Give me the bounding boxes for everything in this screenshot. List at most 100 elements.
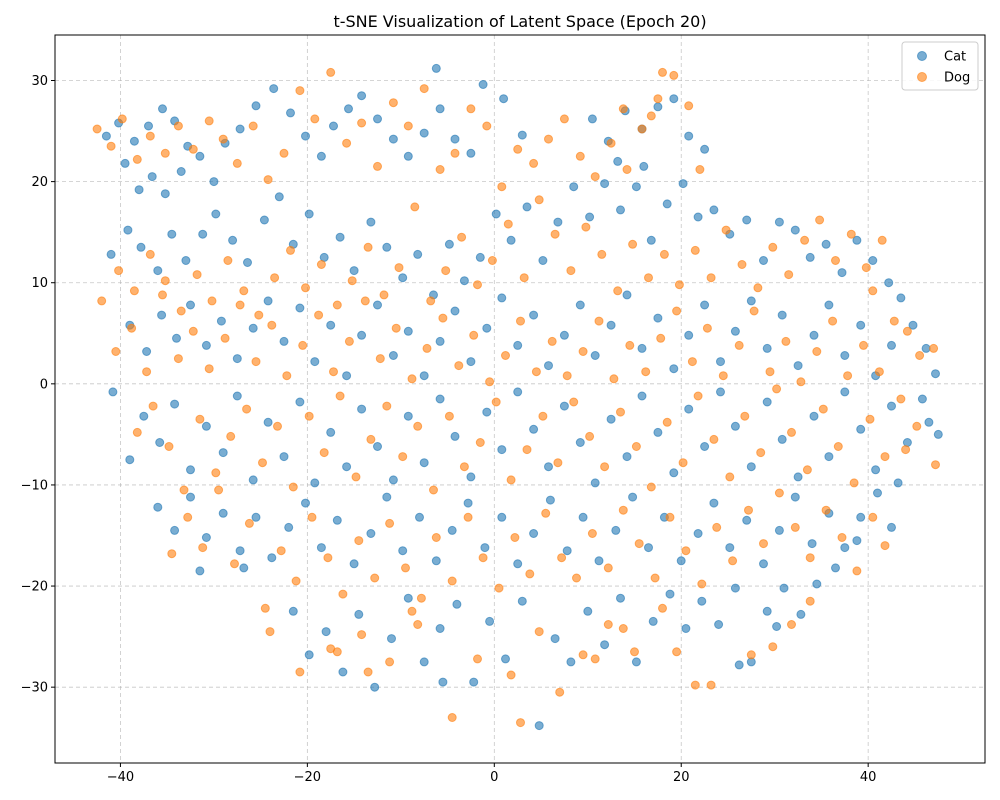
dog-point [385, 518, 395, 528]
cat-point [821, 239, 831, 249]
dog-point [902, 326, 912, 336]
cat-point [730, 421, 740, 431]
cat-point [304, 650, 314, 660]
dog-point [653, 94, 663, 104]
cat-point [435, 336, 445, 346]
cat-point [840, 387, 850, 397]
cat-point [235, 546, 245, 556]
cat-point [218, 448, 228, 458]
cat-point [590, 351, 600, 360]
dog-point [413, 421, 423, 431]
dog-point [631, 442, 641, 451]
dog-point [658, 67, 667, 77]
cat-point [513, 340, 523, 350]
dog-point [242, 404, 252, 414]
cat-point [550, 634, 560, 644]
dog-point [522, 445, 532, 455]
cat-point [697, 596, 707, 606]
cat-point [714, 620, 724, 629]
cat-point [251, 512, 261, 522]
dog-point [441, 266, 451, 276]
dog-point [861, 263, 871, 273]
dog-point [204, 364, 214, 374]
dog-point [630, 647, 639, 657]
dog-point [207, 296, 217, 306]
dog-point [485, 377, 495, 387]
cat-point [419, 128, 429, 138]
dog-point [388, 98, 398, 108]
cat-point [186, 300, 195, 310]
cat-point [856, 424, 866, 434]
dog-point [569, 397, 579, 407]
cat-point [587, 114, 597, 124]
cat-point [232, 391, 242, 401]
cat-point [321, 627, 331, 637]
dog-point [416, 593, 426, 603]
cat-point [631, 182, 641, 192]
dog-point [160, 276, 170, 286]
dog-point [706, 273, 716, 283]
cat-point [762, 606, 772, 616]
cat-point [896, 293, 906, 303]
points-layer [92, 63, 943, 731]
dog-point [463, 512, 473, 522]
cat-point [357, 404, 367, 414]
cat-point [211, 209, 221, 219]
dog-point [494, 583, 504, 593]
cat-point [403, 151, 413, 161]
dog-point [603, 620, 613, 629]
dog-point [335, 391, 345, 401]
cat-point [459, 276, 469, 286]
cat-point [485, 616, 495, 626]
cat-point [856, 320, 866, 330]
dog-point [753, 283, 763, 293]
cat-point [218, 508, 228, 518]
dog-point [342, 138, 352, 148]
dog-point [188, 144, 198, 154]
cat-point [382, 492, 392, 502]
cat-point [419, 458, 429, 468]
cat-point [669, 468, 679, 478]
dog-point [192, 270, 202, 280]
cat-point [209, 177, 219, 187]
cat-point [513, 387, 523, 397]
cat-point [887, 522, 896, 532]
dog-point [796, 377, 806, 387]
dog-point [609, 374, 619, 384]
dog-point [473, 280, 482, 290]
dog-point [516, 718, 525, 728]
cat-point [316, 151, 326, 161]
cat-point [559, 330, 569, 340]
dog-point [382, 401, 392, 411]
dog-point [541, 508, 551, 518]
cat-point [644, 543, 653, 553]
cat-point [147, 172, 157, 182]
dog-point [503, 219, 513, 229]
ticks-layer: −40 −20 0 20 40 −30 −20 −10 0 10 20 30 [21, 74, 877, 785]
cat-point [824, 300, 834, 310]
cat-point [370, 682, 380, 692]
cat-point [611, 525, 621, 535]
cat-point [170, 399, 180, 409]
dog-point [204, 116, 214, 126]
dog-point [403, 121, 413, 131]
dog-point [687, 357, 697, 367]
cat-point [201, 533, 211, 542]
dog-point [697, 579, 707, 589]
cat-point [310, 478, 320, 488]
dog-point [142, 367, 152, 377]
dog-point [475, 438, 485, 447]
dog-point [319, 448, 329, 458]
dog-point [784, 270, 794, 280]
cat-point [134, 185, 144, 195]
cat-point [653, 102, 663, 112]
dog-point [497, 182, 507, 192]
dog-point [852, 566, 862, 576]
dog-point [821, 505, 831, 515]
cat-point [155, 438, 165, 447]
dog-point [547, 336, 557, 346]
dog-point [538, 411, 548, 421]
dog-point [553, 458, 563, 468]
dog-point [235, 300, 245, 310]
